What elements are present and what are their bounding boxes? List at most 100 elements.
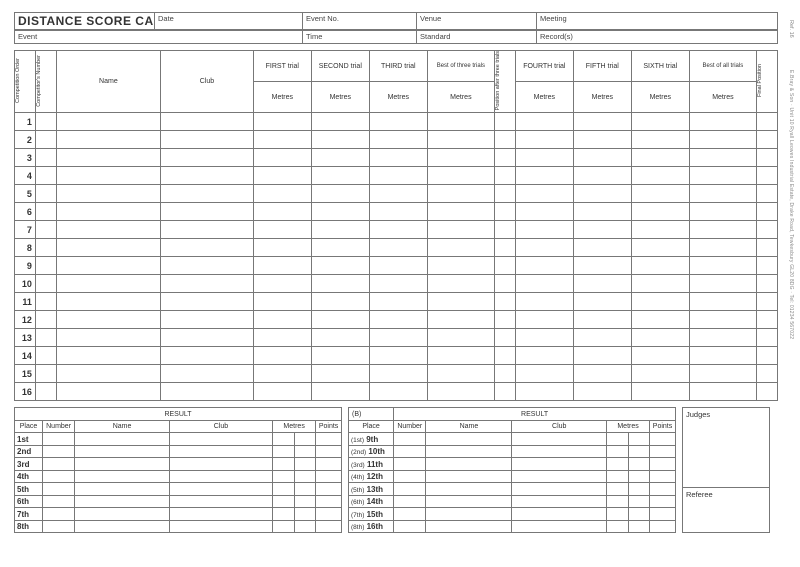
col-name-b: Name [426,420,512,433]
label-event-no: Event No. [303,13,417,30]
cell [427,185,494,203]
col-fourth-trial: FOURTH trial [515,51,573,82]
printer-note: E.Bray & Son · Unit 10 Ryall Leowes Indu… [788,70,794,339]
cell [311,275,369,293]
cell [316,508,342,521]
cell [628,470,650,483]
sub-metres-b3: Metres [427,82,494,113]
cell [515,293,573,311]
cell [515,257,573,275]
cell [650,458,676,471]
table-row: 8 [15,239,778,257]
cell [169,483,272,496]
cell [35,131,56,149]
cell [75,445,170,458]
cell [515,167,573,185]
row-number: 11 [15,293,36,311]
cell [75,433,170,446]
cell [35,221,56,239]
cell [689,131,756,149]
cell [311,185,369,203]
cell [56,347,160,365]
cell [273,483,295,496]
cell [311,347,369,365]
cell [294,520,316,533]
col-metres-b: Metres [607,420,650,433]
cell [495,203,516,221]
cell [631,347,689,365]
cell [689,203,756,221]
cell [427,275,494,293]
cell [56,167,160,185]
table-row: 4 [15,167,778,185]
referee-cell: Referee [683,488,770,533]
cell [512,520,607,533]
cell [573,257,631,275]
result-row: (1st) 9th [349,433,676,446]
cell [35,149,56,167]
cell [607,445,629,458]
cell [757,275,778,293]
cell [394,433,426,446]
cell [369,383,427,401]
cell [253,275,311,293]
cell [427,293,494,311]
result-row: (2nd) 10th [349,445,676,458]
place-cell: 5th [15,483,43,496]
cell [427,149,494,167]
cell [757,185,778,203]
col-place-b: Place [349,420,394,433]
cell [42,508,74,521]
cell [311,257,369,275]
cell [369,239,427,257]
sub-metres-2: Metres [311,82,369,113]
cell [161,149,254,167]
col-metres-a: Metres [273,420,316,433]
cell [650,483,676,496]
col-second-trial: SECOND trial [311,51,369,82]
cell [631,221,689,239]
cell [650,508,676,521]
cell [75,520,170,533]
cell [253,257,311,275]
cell [369,167,427,185]
place-cell: 1st [15,433,43,446]
row-number: 5 [15,185,36,203]
cell [426,508,512,521]
result-title-a: RESULT [15,408,342,421]
cell [426,445,512,458]
cell [495,167,516,185]
place-cell: (6th) 14th [349,495,394,508]
ref-code: Ref. 16 [788,20,794,38]
cell [369,257,427,275]
cell [161,203,254,221]
cell [253,239,311,257]
cell [311,239,369,257]
cell [35,185,56,203]
cell [573,185,631,203]
cell [573,221,631,239]
cell [161,131,254,149]
sub-metres-6: Metres [631,82,689,113]
label-event: Event [15,31,303,44]
label-standard: Standard [417,31,537,44]
table-row: 2 [15,131,778,149]
cell [169,495,272,508]
cell [253,311,311,329]
cell [273,520,295,533]
cell [294,433,316,446]
cell [56,149,160,167]
cell [757,257,778,275]
result-b-label: (B) [349,408,394,421]
cell [35,203,56,221]
table-row: 15 [15,365,778,383]
cell [631,113,689,131]
cell [394,470,426,483]
cell [515,113,573,131]
cell [253,365,311,383]
col-name: Name [56,51,160,113]
cell [757,347,778,365]
cell [628,445,650,458]
cell [757,203,778,221]
col-comp-order: Competition Order [15,51,36,113]
